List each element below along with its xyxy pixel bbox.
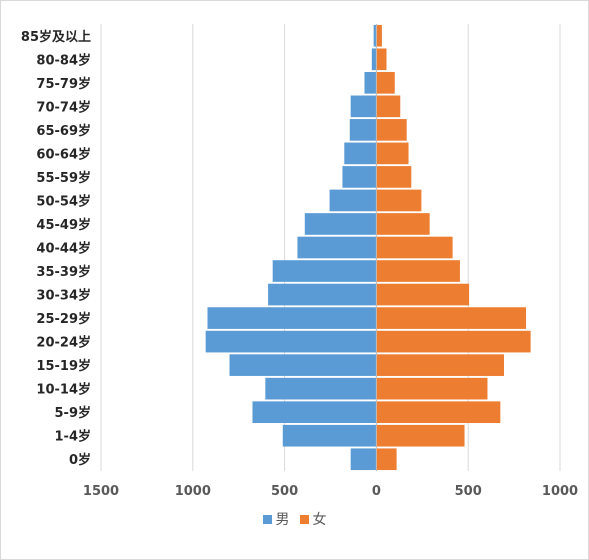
- bar-female-11: [376, 189, 422, 212]
- bar-female-2: [376, 401, 501, 424]
- category-label-17: 80-84岁: [36, 52, 91, 68]
- x-tick-label-2: 500: [271, 484, 298, 499]
- category-label-4: 15-19岁: [36, 358, 91, 374]
- category-label-5: 20-24岁: [36, 335, 91, 351]
- bar-male-0: [350, 448, 377, 471]
- x-tick-label-3: 0: [372, 484, 381, 499]
- category-label-9: 40-44岁: [36, 241, 91, 257]
- legend-label-male: 男: [275, 512, 290, 528]
- category-label-16: 75-79岁: [36, 76, 91, 92]
- legend-item-female: 女: [299, 509, 327, 529]
- category-label-6: 25-29岁: [36, 311, 91, 327]
- bar-male-14: [349, 119, 377, 141]
- bar-male-12: [342, 166, 377, 188]
- category-label-18: 85岁及以上: [21, 29, 91, 45]
- bar-female-10: [376, 213, 430, 235]
- bar-female-18: [376, 24, 382, 47]
- bar-male-6: [207, 307, 377, 329]
- category-label-2: 5-9岁: [55, 405, 92, 421]
- bar-female-4: [376, 354, 505, 376]
- bar-female-6: [376, 307, 527, 329]
- legend-item-male: 男: [262, 509, 290, 529]
- bar-male-2: [252, 401, 377, 424]
- category-label-12: 55-59岁: [36, 170, 91, 186]
- bar-male-8: [272, 260, 377, 282]
- bar-male-17: [371, 48, 377, 71]
- bar-female-9: [376, 236, 453, 259]
- bar-male-13: [344, 142, 377, 165]
- category-label-8: 35-39岁: [36, 264, 91, 280]
- bar-male-1: [282, 424, 377, 447]
- category-label-13: 60-64岁: [36, 146, 91, 162]
- category-label-11: 50-54岁: [36, 193, 91, 209]
- bar-male-11: [329, 189, 377, 212]
- x-tick-label-4: 500: [455, 484, 482, 499]
- bar-male-18: [373, 24, 377, 47]
- legend: 男 女: [0, 509, 589, 529]
- category-label-1: 1-4岁: [55, 429, 92, 445]
- category-label-0: 0岁: [69, 452, 91, 468]
- category-label-15: 70-74岁: [36, 99, 91, 115]
- bar-male-5: [205, 330, 377, 353]
- bar-female-12: [376, 166, 412, 188]
- bar-female-3: [376, 377, 488, 400]
- legend-swatch-male: [262, 514, 272, 524]
- bar-female-1: [376, 424, 465, 447]
- bar-female-15: [376, 95, 401, 118]
- bar-male-15: [350, 95, 377, 118]
- legend-swatch-female: [299, 514, 309, 524]
- bar-female-7: [376, 283, 470, 306]
- bar-male-7: [268, 283, 377, 306]
- bar-female-5: [376, 330, 531, 353]
- bar-female-13: [376, 142, 409, 165]
- bar-male-4: [229, 354, 377, 376]
- bar-female-8: [376, 260, 460, 282]
- category-label-14: 65-69岁: [36, 123, 91, 139]
- category-label-10: 45-49岁: [36, 217, 91, 233]
- bar-male-16: [364, 71, 377, 94]
- category-label-7: 30-34岁: [36, 288, 91, 304]
- bar-female-16: [376, 71, 395, 94]
- x-tick-label-5: 1000: [542, 484, 578, 499]
- bar-female-17: [376, 48, 387, 71]
- bar-male-10: [304, 213, 377, 235]
- legend-label-female: 女: [312, 512, 327, 528]
- x-tick-label-1: 1000: [175, 484, 211, 499]
- bar-female-0: [376, 448, 397, 471]
- x-tick-label-0: 1500: [83, 484, 119, 499]
- category-label-3: 10-14岁: [36, 382, 91, 398]
- bar-male-9: [297, 236, 377, 259]
- bar-female-14: [376, 119, 407, 141]
- bar-male-3: [265, 377, 377, 400]
